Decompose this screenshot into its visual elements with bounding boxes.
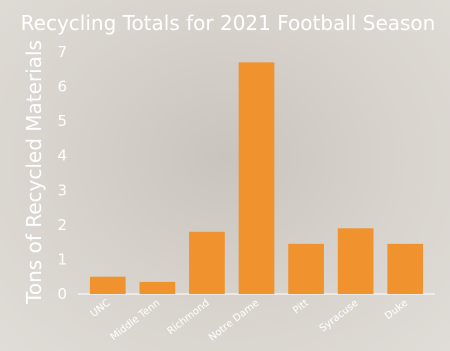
x-tick-label: Pitt bbox=[291, 298, 311, 317]
bar bbox=[238, 62, 275, 294]
y-axis-label: Tons of Recycled Materials bbox=[22, 40, 46, 305]
x-tick-label: Duke bbox=[383, 298, 410, 322]
x-tick-label: Middle Tenn bbox=[109, 298, 163, 343]
x-tick-label: Syracuse bbox=[318, 298, 361, 335]
x-tick-label: UNC bbox=[89, 298, 113, 320]
bar bbox=[139, 281, 176, 294]
y-tick-label: 0 bbox=[57, 285, 67, 303]
y-tick-label: 5 bbox=[57, 112, 67, 130]
y-tick-label: 7 bbox=[57, 43, 67, 61]
y-tick-label: 6 bbox=[57, 78, 67, 96]
y-tick-label: 4 bbox=[57, 147, 67, 165]
bar bbox=[288, 243, 324, 294]
bars bbox=[89, 62, 424, 294]
bar bbox=[337, 228, 374, 294]
y-tick-label: 1 bbox=[57, 250, 67, 268]
chart-title: Recycling Totals for 2021 Football Seaso… bbox=[21, 11, 436, 35]
y-tick-label: 3 bbox=[57, 181, 67, 199]
x-tick-label: Richmond bbox=[166, 298, 212, 338]
bar bbox=[89, 276, 126, 294]
bar bbox=[387, 243, 424, 294]
y-tick-label: 2 bbox=[57, 216, 67, 234]
y-tick-labels: 0 1 2 3 4 5 6 7 bbox=[57, 43, 67, 303]
bar bbox=[189, 231, 225, 294]
x-tick-label: Notre Dame bbox=[207, 298, 261, 344]
